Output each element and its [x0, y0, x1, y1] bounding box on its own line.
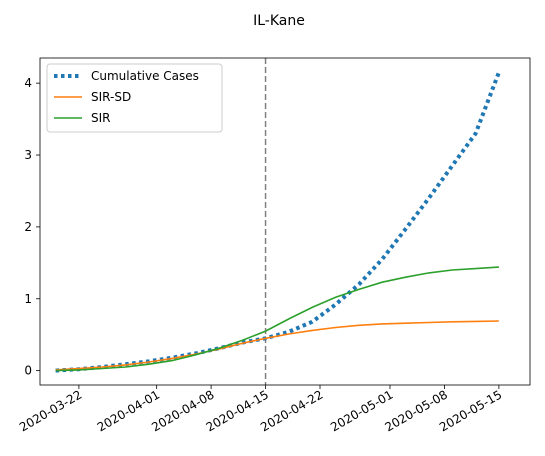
x-tick-label: 2020-03-22: [17, 387, 84, 434]
chart-title: IL-Kane: [253, 13, 305, 29]
y-tick-label: 3: [24, 148, 32, 162]
x-tick-label: 2020-05-15: [437, 387, 504, 434]
y-tick-label: 1: [24, 292, 32, 306]
legend-box: [46, 63, 223, 133]
series-line-1: [55, 71, 501, 373]
y-tick-label: 2: [24, 220, 32, 234]
y-tick-label: 0: [24, 364, 32, 378]
x-axis: 2020-03-22 2020-04-012020-04-082020-04-15…: [17, 385, 504, 434]
legend-label: SIR-SD: [91, 90, 131, 104]
axes-frame: [39, 57, 531, 386]
legend-label: Cumulative Cases: [91, 69, 199, 83]
series-line-2: [55, 320, 499, 371]
y-axis: 0 1 2 3 4: [24, 76, 40, 378]
legend-label: SIR: [91, 111, 111, 125]
x-tick-label: 2020-04-22: [258, 387, 325, 434]
legend: Cumulative Cases SIR-SD SIR: [46, 63, 223, 133]
series-lines: [55, 71, 501, 373]
series-line-3: [55, 266, 499, 372]
y-tick-label: 4: [24, 76, 32, 90]
